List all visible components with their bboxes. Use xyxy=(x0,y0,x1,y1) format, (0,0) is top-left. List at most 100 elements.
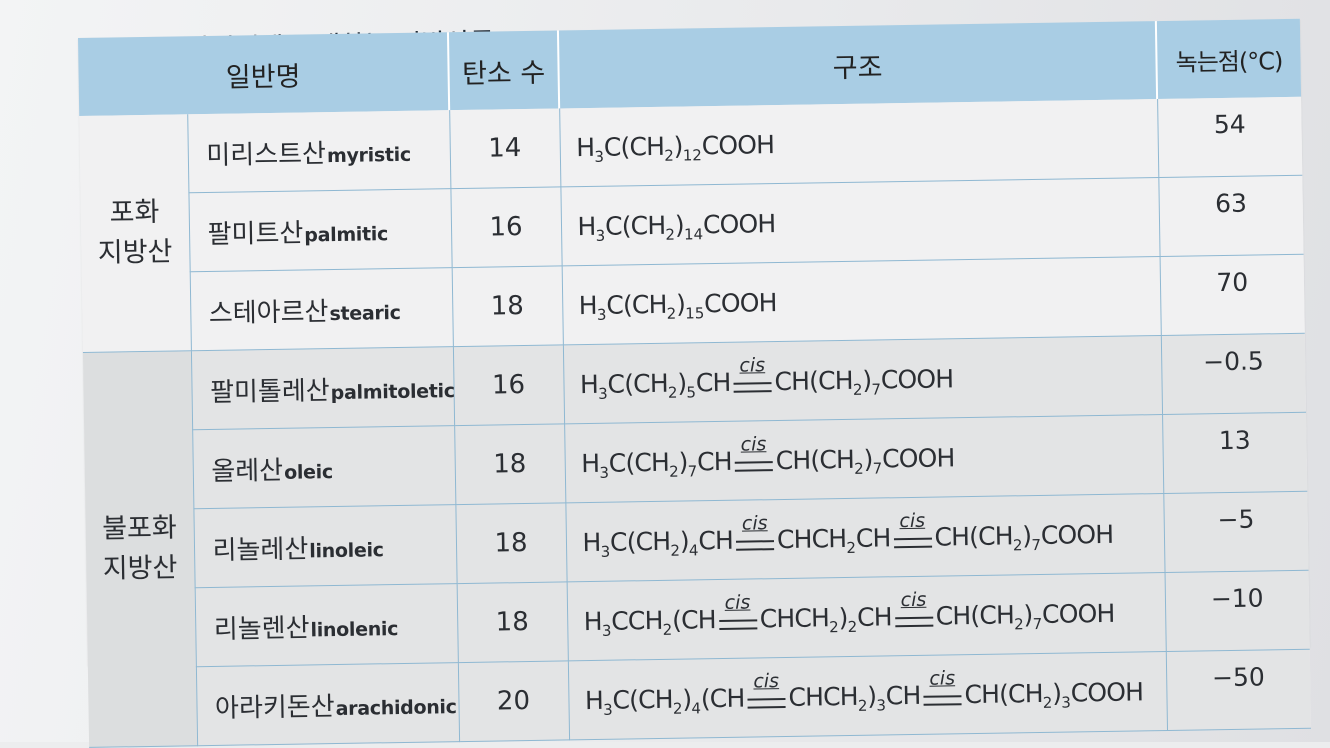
name-korean: 리놀렌산 xyxy=(213,612,310,645)
cis-label: cis xyxy=(900,588,927,611)
name-korean: 올레산 xyxy=(211,455,284,487)
formula-text: CH(CH xyxy=(934,520,1013,552)
cell-carbon-count: 14 xyxy=(449,108,561,189)
cell-melting-point: 13 xyxy=(1162,412,1308,494)
formula-text: ) xyxy=(863,444,873,474)
formula-text: H xyxy=(577,211,596,241)
fatty-acid-table-wrapper: 일반명 탄소 수 구조 녹는점(°C) 포화 지방산 미리스트산myristic 14… xyxy=(78,18,1312,748)
cell-melting-point: −5 xyxy=(1163,491,1309,573)
cis-label: cis xyxy=(741,511,768,535)
cis-double-bond: cis xyxy=(717,591,759,634)
formula-text: CHCH xyxy=(788,681,858,712)
formula-subscript: 2 xyxy=(666,304,677,323)
formula-text: C(CH xyxy=(607,368,669,399)
cell-structure-formula: H3C(CH2)4CH cis CHCH2CH cis CH(CH2)7COOH xyxy=(565,493,1165,582)
name-korean: 팔미트산 xyxy=(207,217,304,250)
formula-text: CH(CH xyxy=(964,678,1043,709)
cis-double-bond: cis xyxy=(745,670,787,712)
name-english: oleic xyxy=(283,460,334,484)
cell-carbon-count: 16 xyxy=(450,186,562,268)
cell-carbon-count: 16 xyxy=(452,344,565,426)
cell-structure-formula: H3C(CH2)7CH cis CH(CH2)7COOH xyxy=(564,414,1164,503)
formula-text: ) xyxy=(862,365,872,395)
formula-text: CHCH xyxy=(776,523,847,554)
double-bond-lines xyxy=(733,381,772,393)
cis-double-bond: cis xyxy=(891,509,933,552)
cell-structure-formula: H3C(CH2)5CH cis CH(CH2)7COOH xyxy=(562,335,1163,424)
name-english: stearic xyxy=(329,301,401,325)
name-korean: 리놀레산 xyxy=(212,533,309,566)
group-label-line: 포화 xyxy=(109,196,160,229)
cis-label: cis xyxy=(740,432,767,456)
formula-text: H xyxy=(576,132,595,162)
cell-carbon-count: 18 xyxy=(455,502,567,584)
formula-text: CH(CH xyxy=(774,365,853,396)
group-saturated: 포화 지방산 xyxy=(79,114,191,353)
cell-structure-formula: H3C(CH2)15COOH xyxy=(561,256,1161,345)
cis-label: cis xyxy=(753,669,780,692)
formula-text: ) xyxy=(673,131,683,161)
formula-subscript: 15 xyxy=(685,303,705,322)
formula-text: (CH xyxy=(700,683,745,713)
formula-text: C(CH xyxy=(603,131,665,162)
name-korean: 팔미톨레산 xyxy=(209,375,330,408)
formula-text: ) xyxy=(675,288,686,319)
formula-text: COOH xyxy=(702,208,776,239)
formula-text: H xyxy=(579,369,599,399)
formula-subscript: 12 xyxy=(682,145,702,165)
formula-text: COOH xyxy=(880,363,954,394)
formula-text: COOH xyxy=(701,129,775,160)
formula-subscript: 2 xyxy=(664,146,674,165)
cis-double-bond: cis xyxy=(731,354,773,397)
formula-text: C(CH xyxy=(604,210,666,241)
formula-text: CH xyxy=(698,525,734,555)
formula-subscript: 2 xyxy=(670,541,681,560)
formula-subscript: 3 xyxy=(600,542,611,561)
group-unsaturated: 불포화 지방산 xyxy=(82,350,198,748)
cell-common-name: 미리스트산myristic xyxy=(187,110,451,193)
header-melting-point: 녹는점(°C) xyxy=(1155,18,1302,100)
double-bond-lines xyxy=(718,618,757,630)
formula-text: CH xyxy=(695,367,731,397)
formula-text: C(CH xyxy=(606,289,667,320)
double-bond-lines xyxy=(893,537,932,548)
cis-label: cis xyxy=(899,509,926,532)
double-bond-lines xyxy=(734,460,773,472)
cell-common-name: 아라키돈산arachidonic xyxy=(195,662,460,746)
cell-structure-formula: H3C(CH2)14COOH xyxy=(560,177,1160,266)
formula-text: H xyxy=(581,448,600,478)
cis-label: cis xyxy=(929,666,956,690)
formula-text: ) xyxy=(679,525,690,556)
cell-carbon-count: 18 xyxy=(451,265,563,347)
formula-text: ) xyxy=(677,367,687,398)
formula-text: C(CH xyxy=(609,526,671,557)
cell-common-name: 리놀렌산linolenic xyxy=(194,583,458,667)
cell-melting-point: −50 xyxy=(1165,649,1311,731)
group-label-line: 지방산 xyxy=(102,552,178,585)
formula-subscript: 3 xyxy=(594,147,605,166)
formula-text: CHCH xyxy=(759,602,830,633)
name-korean: 아라키돈산 xyxy=(214,691,335,724)
formula-subscript: 2 xyxy=(847,617,858,636)
name-english: palmitic xyxy=(304,222,389,246)
name-korean: 미리스트산 xyxy=(206,138,327,171)
double-bond-lines xyxy=(747,697,786,709)
cell-common-name: 팔미트산palmitic xyxy=(188,188,452,272)
formula-text: COOH xyxy=(1070,676,1144,707)
formula-text: C(CH xyxy=(612,684,673,715)
formula-text: ) xyxy=(674,210,685,240)
formula-text: COOH xyxy=(881,442,955,473)
formula-subscript: 2 xyxy=(665,225,676,244)
formula-text: H xyxy=(578,290,597,320)
formula-subscript: 2 xyxy=(852,380,863,399)
formula-text: CH xyxy=(856,601,892,632)
formula-text: H xyxy=(582,527,601,557)
formula-text: H xyxy=(583,606,602,636)
formula-text: COOH xyxy=(1040,519,1114,550)
formula-subscript: 3 xyxy=(602,700,613,719)
fatty-acid-table: 일반명 탄소 수 구조 녹는점(°C) 포화 지방산 미리스트산myristic 14… xyxy=(78,18,1312,748)
formula-subscript: 2 xyxy=(1042,693,1053,712)
formula-subscript: 2 xyxy=(672,699,683,718)
formula-subscript: 3 xyxy=(595,226,606,245)
